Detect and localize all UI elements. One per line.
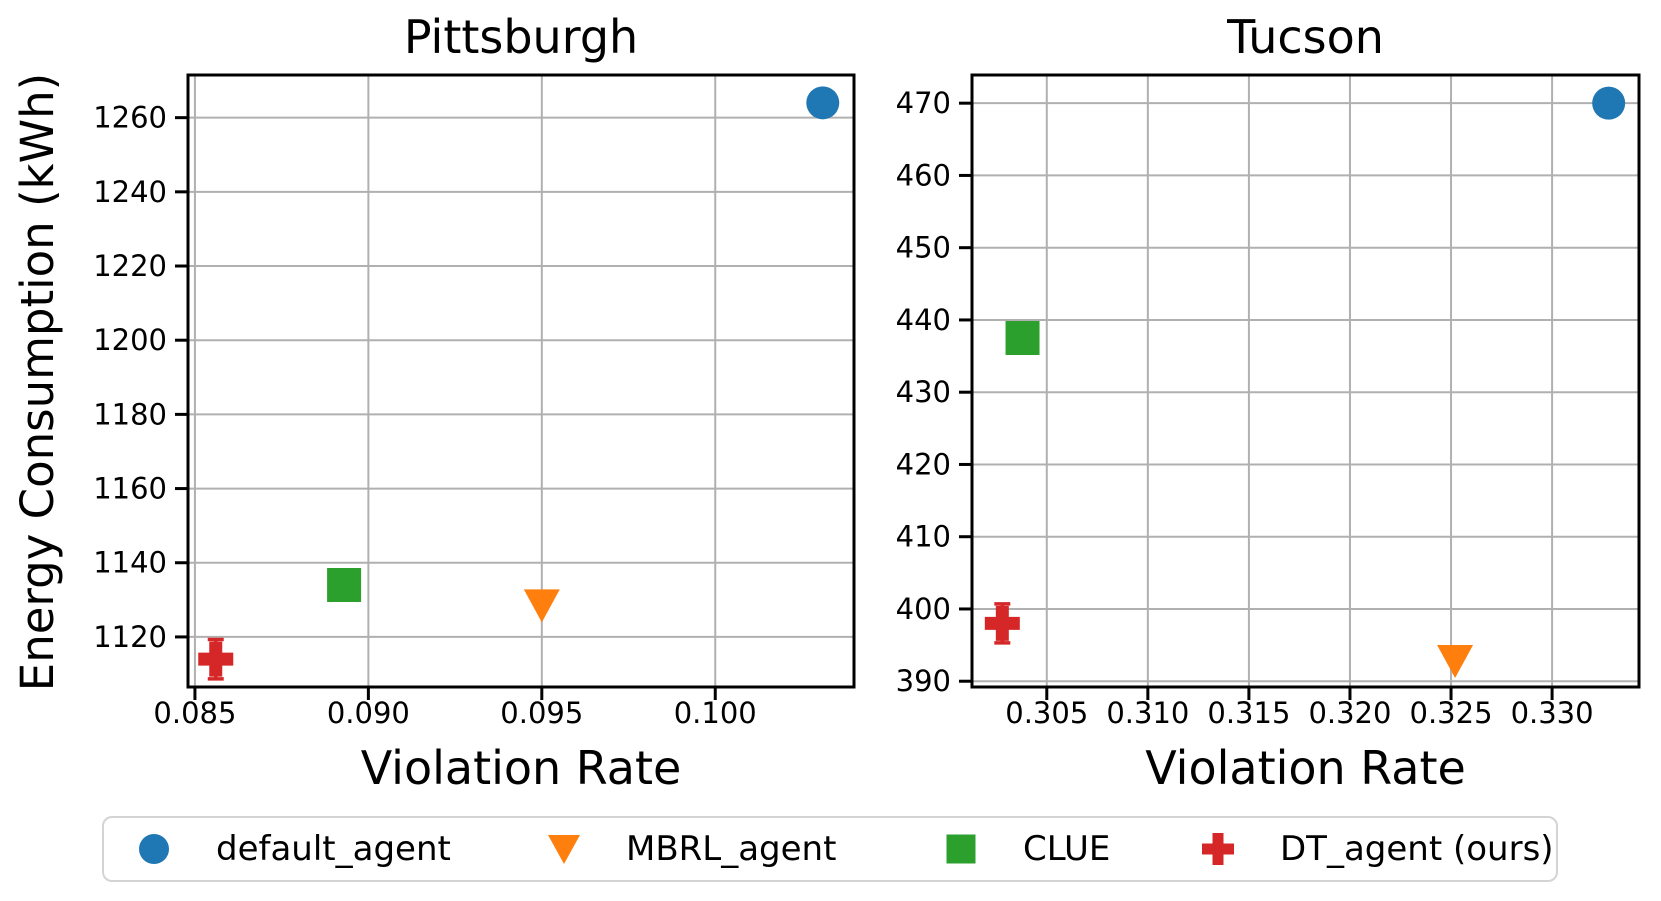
x-axis-label-pittsburgh: Violation Rate [360,741,682,795]
y-tick-label: 450 [896,231,951,265]
square-marker [1005,321,1040,356]
circle-marker [1592,86,1626,120]
legend-item-default-agent: default_agent [136,818,451,880]
legend-item-mbrl-agent: MBRL_agent [546,818,836,880]
circle-marker-icon [136,831,172,867]
y-tick-label: 460 [896,158,951,192]
tick-labels: 0.305 0.310 0.315 0.320 0.325 0.330 390 400 410 4… [896,86,1594,730]
y-tick-label: 1260 [93,101,167,135]
subplot-pittsburgh: 0.085 0.090 0.095 0.100 1120 1140 1160 1180 1200… [93,73,856,730]
triangle_down-marker [1437,644,1474,678]
y-axis-label: Energy Consumption (kWh) [11,72,64,692]
y-tick-label: 420 [896,447,951,481]
x-tick-label: 0.310 [1106,696,1189,730]
x-tick-label: 0.305 [1005,696,1088,730]
series-mbrl-agent [1437,644,1474,678]
legend: default_agent MBRL_agent CLUE [102,816,1558,882]
subplot-title-pittsburgh: Pittsburgh [403,10,639,64]
y-tick-label: 440 [896,303,951,337]
legend-item-label: default_agent [216,829,451,869]
series-clue [1005,321,1040,356]
series-dt-agent-ours- [198,637,234,681]
series-mbrl-agent [523,589,560,623]
series-default-agent [1592,86,1626,120]
plus_filled-marker [198,641,234,677]
legend-item-label: DT_agent (ours) [1280,829,1554,869]
x-tick-label: 0.320 [1308,696,1391,730]
x-tick-label: 0.315 [1207,696,1290,730]
plus-marker-icon [1200,831,1236,867]
grid-lines [188,75,854,687]
y-tick-label: 400 [896,592,951,626]
x-tick-label: 0.095 [500,696,583,730]
y-tick-label: 470 [896,86,951,120]
grid-lines [972,75,1639,687]
axes-spines [186,73,856,689]
x-tick-label: 0.100 [674,696,757,730]
y-tick-label: 1180 [93,397,167,431]
subplot-title-tucson: Tucson [1227,10,1384,64]
legend-item-clue: CLUE [943,818,1110,880]
subplot-tucson: 0.305 0.310 0.315 0.320 0.325 0.330 390 400 410 4… [896,73,1641,730]
x-tick-label: 0.330 [1511,696,1594,730]
legend-item-dt-agent: DT_agent (ours) [1200,818,1554,880]
axes-spines [970,73,1641,689]
plus_filled-marker [984,605,1020,641]
y-tick-label: 1240 [93,175,167,209]
series-default-agent [806,86,840,120]
axis-ticks [959,101,1554,700]
triangle_down-marker [523,589,560,623]
y-tick-label: 1220 [93,249,167,283]
circle-marker [806,86,840,120]
x-tick-label: 0.090 [327,696,410,730]
y-tick-label: 1120 [93,620,167,654]
series-clue [327,568,362,602]
series-dt-agent-ours- [984,602,1020,645]
y-tick-label: 1140 [93,546,167,580]
x-axis-label-tucson: Violation Rate [1145,741,1466,795]
triangle-down-marker-icon [546,831,582,867]
y-tick-label: 410 [896,520,951,554]
square-marker [327,568,362,602]
y-tick-label: 1200 [93,323,167,357]
y-tick-label: 390 [896,664,951,698]
y-tick-label: 1160 [93,472,167,506]
x-tick-label: 0.085 [153,696,236,730]
axis-ticks [175,116,717,700]
square-marker-icon [943,831,979,867]
legend-item-label: CLUE [1023,829,1111,869]
tick-labels: 0.085 0.090 0.095 0.100 1120 1140 1160 1180 1200… [93,101,757,730]
y-tick-label: 430 [896,375,951,409]
legend-item-label: MBRL_agent [626,829,837,869]
x-tick-label: 0.325 [1410,696,1493,730]
